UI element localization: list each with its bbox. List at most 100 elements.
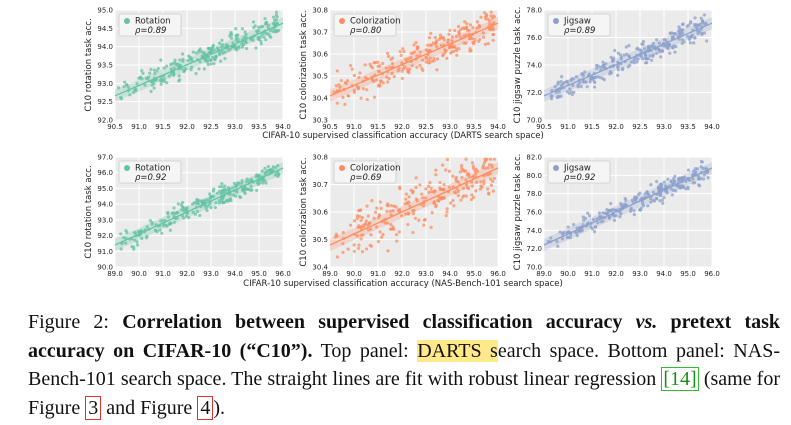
scatter-point <box>128 93 132 97</box>
scatter-point <box>693 181 697 185</box>
scatter-point <box>159 219 163 223</box>
figure-2-scatter-grid: 90.5 91.0 91.5 92.0 92.5 93.0 93.5 94.0 92.0 92.5… <box>84 7 720 290</box>
scatter-point <box>236 182 240 186</box>
caption-text-1: Top panel: <box>312 339 418 362</box>
caption-text-3: (same for Figure <box>28 368 780 419</box>
scatter-point <box>259 178 263 182</box>
regression-line <box>543 22 713 97</box>
scatter-point <box>415 65 419 69</box>
scatter-point <box>429 189 433 194</box>
scatter-point <box>274 10 279 14</box>
x-tick-label: 90.5 <box>536 123 552 131</box>
scatter-point <box>376 240 381 244</box>
scatter-point <box>355 234 359 238</box>
scatter-point <box>487 191 491 195</box>
scatter-point <box>457 47 461 51</box>
scatter-point <box>635 60 639 64</box>
scatter-point <box>434 204 438 209</box>
scatter-point <box>429 31 433 35</box>
x-tick-label: 92.0 <box>394 270 410 278</box>
scatter-point <box>174 211 178 215</box>
scatter-point <box>448 201 453 205</box>
scatter-point <box>668 51 672 55</box>
scatter-point <box>366 228 371 232</box>
scatter-point <box>443 51 447 55</box>
scatter-point <box>346 94 350 98</box>
scatter-point <box>424 187 428 191</box>
scatter-point <box>430 211 434 215</box>
scatter-point <box>414 197 418 201</box>
caption-text-5: ). <box>213 396 225 419</box>
x-tick-label: 94.0 <box>275 123 291 131</box>
scatter-point <box>604 62 608 66</box>
scatter-point <box>659 55 663 59</box>
scatter-point <box>590 227 594 231</box>
scatter-point <box>599 220 603 224</box>
x-tick-label: 91.0 <box>346 123 362 131</box>
scatter-point <box>370 199 374 203</box>
scatter-point <box>159 79 163 83</box>
legend-box <box>333 160 397 184</box>
scatter-point <box>177 74 181 78</box>
scatter-point <box>655 180 659 184</box>
scatter-point <box>693 16 697 20</box>
scatter-point <box>671 188 676 192</box>
y-tick-label: 30.4 <box>312 264 328 272</box>
scatter-point <box>470 180 474 184</box>
scatter-point <box>659 193 663 198</box>
scatter-point <box>194 51 199 55</box>
scatter-point <box>152 68 157 72</box>
scatter-point <box>197 50 201 54</box>
scatter-point <box>581 79 585 84</box>
scatter-point <box>166 210 170 215</box>
scatter-point <box>404 192 409 196</box>
scatter-point <box>651 53 655 57</box>
scatter-point <box>482 11 487 15</box>
scatter-point <box>411 209 415 213</box>
scatter-point <box>489 177 493 181</box>
scatter-point <box>572 90 576 94</box>
scatter-point <box>636 193 640 197</box>
scatter-point <box>489 183 493 187</box>
scatter-point <box>172 71 176 76</box>
citation-link-14[interactable]: [14] <box>661 367 699 391</box>
scatter-point <box>398 49 402 54</box>
scatter-point <box>264 181 268 185</box>
scatter-point <box>206 62 210 67</box>
scatter-point <box>411 230 415 235</box>
scatter-point <box>244 39 248 43</box>
scatter-point <box>424 55 428 60</box>
y-tick-label: 93.0 <box>97 216 113 224</box>
x-tick-label: 94.0 <box>704 123 720 131</box>
scatter-point <box>454 34 459 38</box>
scatter-point <box>335 234 339 238</box>
y-tick-label: 72.0 <box>526 89 542 97</box>
scatter-point <box>706 176 710 180</box>
scatter-point <box>442 182 446 187</box>
scatter-point <box>460 176 464 180</box>
scatter-point <box>685 24 689 29</box>
scatter-point <box>232 181 237 186</box>
scatter-point <box>168 228 172 232</box>
scatter-point <box>457 31 461 35</box>
scatter-point <box>144 76 148 80</box>
scatter-point <box>607 209 611 214</box>
scatter-point <box>358 214 362 219</box>
scatter-point <box>554 90 558 94</box>
scatter-point <box>219 59 223 63</box>
scatter-point <box>172 220 176 224</box>
scatter-point <box>432 190 436 194</box>
scatter-point <box>445 56 449 60</box>
legend-series-name: Rotation <box>135 17 171 27</box>
scatter-point <box>208 192 212 196</box>
scatter-point <box>444 214 448 218</box>
scatter-point <box>152 82 156 86</box>
scatter-point <box>390 61 395 66</box>
x-tick-label: 93.0 <box>418 270 434 278</box>
figure-4-link[interactable]: 4 <box>197 395 214 420</box>
scatter-point <box>400 214 404 218</box>
figure-3-link[interactable]: 3 <box>85 395 102 420</box>
scatter-point <box>262 178 267 183</box>
scatter-point <box>673 50 677 54</box>
scatter-point <box>655 51 659 55</box>
